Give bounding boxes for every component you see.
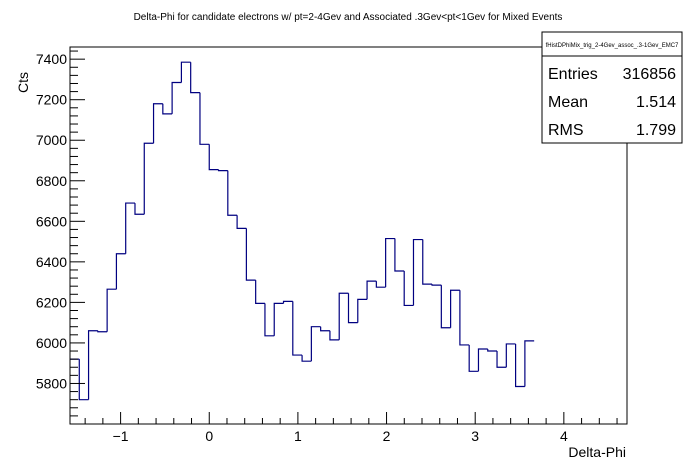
plot-frame bbox=[69, 46, 628, 425]
x-tick-label: 1 bbox=[294, 428, 302, 444]
histogram-bin bbox=[125, 202, 135, 254]
histogram-bin bbox=[282, 300, 293, 304]
histogram-bins bbox=[70, 61, 535, 401]
y-tick-label: 7000 bbox=[36, 132, 67, 148]
x-tick-label: 3 bbox=[471, 428, 479, 444]
histogram-bin bbox=[468, 344, 479, 372]
histogram-bin bbox=[394, 238, 405, 272]
y-tick-label: 6000 bbox=[36, 335, 67, 351]
histogram-bin bbox=[487, 349, 498, 352]
histogram-bin bbox=[422, 239, 433, 285]
stats-box: fHistDPhiMix_trig_2-4Gev_assoc_.3-1Gev_E… bbox=[541, 31, 683, 144]
histogram-bin bbox=[459, 290, 470, 346]
histogram-bin bbox=[505, 343, 516, 368]
y-tick-label: 6800 bbox=[36, 173, 67, 189]
histogram-bin bbox=[273, 302, 284, 336]
histogram-bin bbox=[496, 351, 507, 368]
histogram-bin bbox=[366, 280, 377, 300]
y-tick-label: 6600 bbox=[36, 213, 67, 229]
stats-box-frame bbox=[541, 31, 683, 144]
chart-title: Delta-Phi for candidate electrons w/ pt=… bbox=[134, 12, 563, 23]
y-tick-label: 7400 bbox=[36, 51, 67, 67]
y-tick-label: 6400 bbox=[36, 254, 67, 270]
histogram-bin bbox=[171, 81, 182, 114]
histogram-bin bbox=[357, 298, 368, 323]
histogram-bin bbox=[431, 284, 442, 286]
histogram-bin bbox=[106, 288, 117, 332]
histogram-bin bbox=[412, 238, 423, 306]
histogram-bin bbox=[255, 280, 265, 305]
histogram-bin bbox=[329, 330, 340, 341]
x-tick-label: 0 bbox=[205, 428, 213, 444]
histogram-bin bbox=[115, 253, 126, 290]
stats-mean-value: 1.514 bbox=[636, 94, 676, 111]
histogram-bin bbox=[152, 103, 163, 144]
histogram-bin bbox=[301, 355, 312, 362]
histogram-bin bbox=[524, 340, 535, 387]
histogram-bin bbox=[292, 301, 303, 356]
histogram-bin bbox=[515, 343, 525, 388]
histogram-bin bbox=[227, 170, 238, 216]
y-axis: 5800 6000 6200 6400 6600 6800 7000 7200 7400 bbox=[36, 50, 85, 425]
histogram-bin bbox=[236, 215, 247, 230]
histogram-bin bbox=[190, 62, 200, 94]
histogram-bin bbox=[217, 169, 228, 172]
x-tick-label: 4 bbox=[560, 428, 568, 444]
y-axis-label: Cts bbox=[15, 72, 31, 93]
stats-rms-label: RMS bbox=[548, 122, 584, 139]
histogram-bin bbox=[264, 303, 275, 337]
histogram-bin bbox=[375, 281, 386, 288]
histogram-bin bbox=[320, 326, 330, 332]
histogram-bin bbox=[78, 359, 89, 401]
histogram-bin bbox=[134, 203, 145, 215]
x-axis-label: Delta-Phi bbox=[568, 444, 626, 460]
histogram-bin bbox=[477, 348, 488, 372]
stats-entries-value: 316856 bbox=[623, 66, 676, 83]
histogram-bin bbox=[162, 103, 173, 115]
histogram-bin bbox=[310, 326, 321, 362]
x-tick-label: 2 bbox=[383, 428, 391, 444]
stats-box-histogram-name: fHistDPhiMix_trig_2-4Gev_assoc_.3-1Gev_E… bbox=[546, 43, 679, 49]
stats-entries-label: Entries bbox=[548, 66, 598, 83]
x-axis: −1 0 1 2 3 4 bbox=[84, 412, 618, 444]
x-tick-label: −1 bbox=[113, 428, 129, 444]
histogram-bin bbox=[403, 270, 414, 307]
histogram-bin bbox=[97, 330, 108, 333]
stats-mean-label: Mean bbox=[548, 94, 588, 111]
histogram-bin bbox=[87, 330, 98, 400]
histogram-bin bbox=[180, 61, 191, 83]
histogram-bin bbox=[385, 237, 395, 288]
histogram-bin bbox=[208, 144, 219, 171]
stats-rms-value: 1.799 bbox=[636, 122, 676, 139]
histogram-bin bbox=[450, 289, 460, 328]
y-tick-label: 5800 bbox=[36, 375, 67, 391]
histogram-bin bbox=[199, 92, 210, 145]
y-tick-label: 7200 bbox=[36, 92, 67, 108]
y-tick-label: 6200 bbox=[36, 294, 67, 310]
histogram-bin bbox=[338, 292, 349, 340]
histogram-bin bbox=[143, 142, 154, 215]
histogram-bin bbox=[440, 285, 451, 329]
histogram-bin bbox=[245, 228, 256, 281]
histogram-bin bbox=[347, 293, 358, 324]
